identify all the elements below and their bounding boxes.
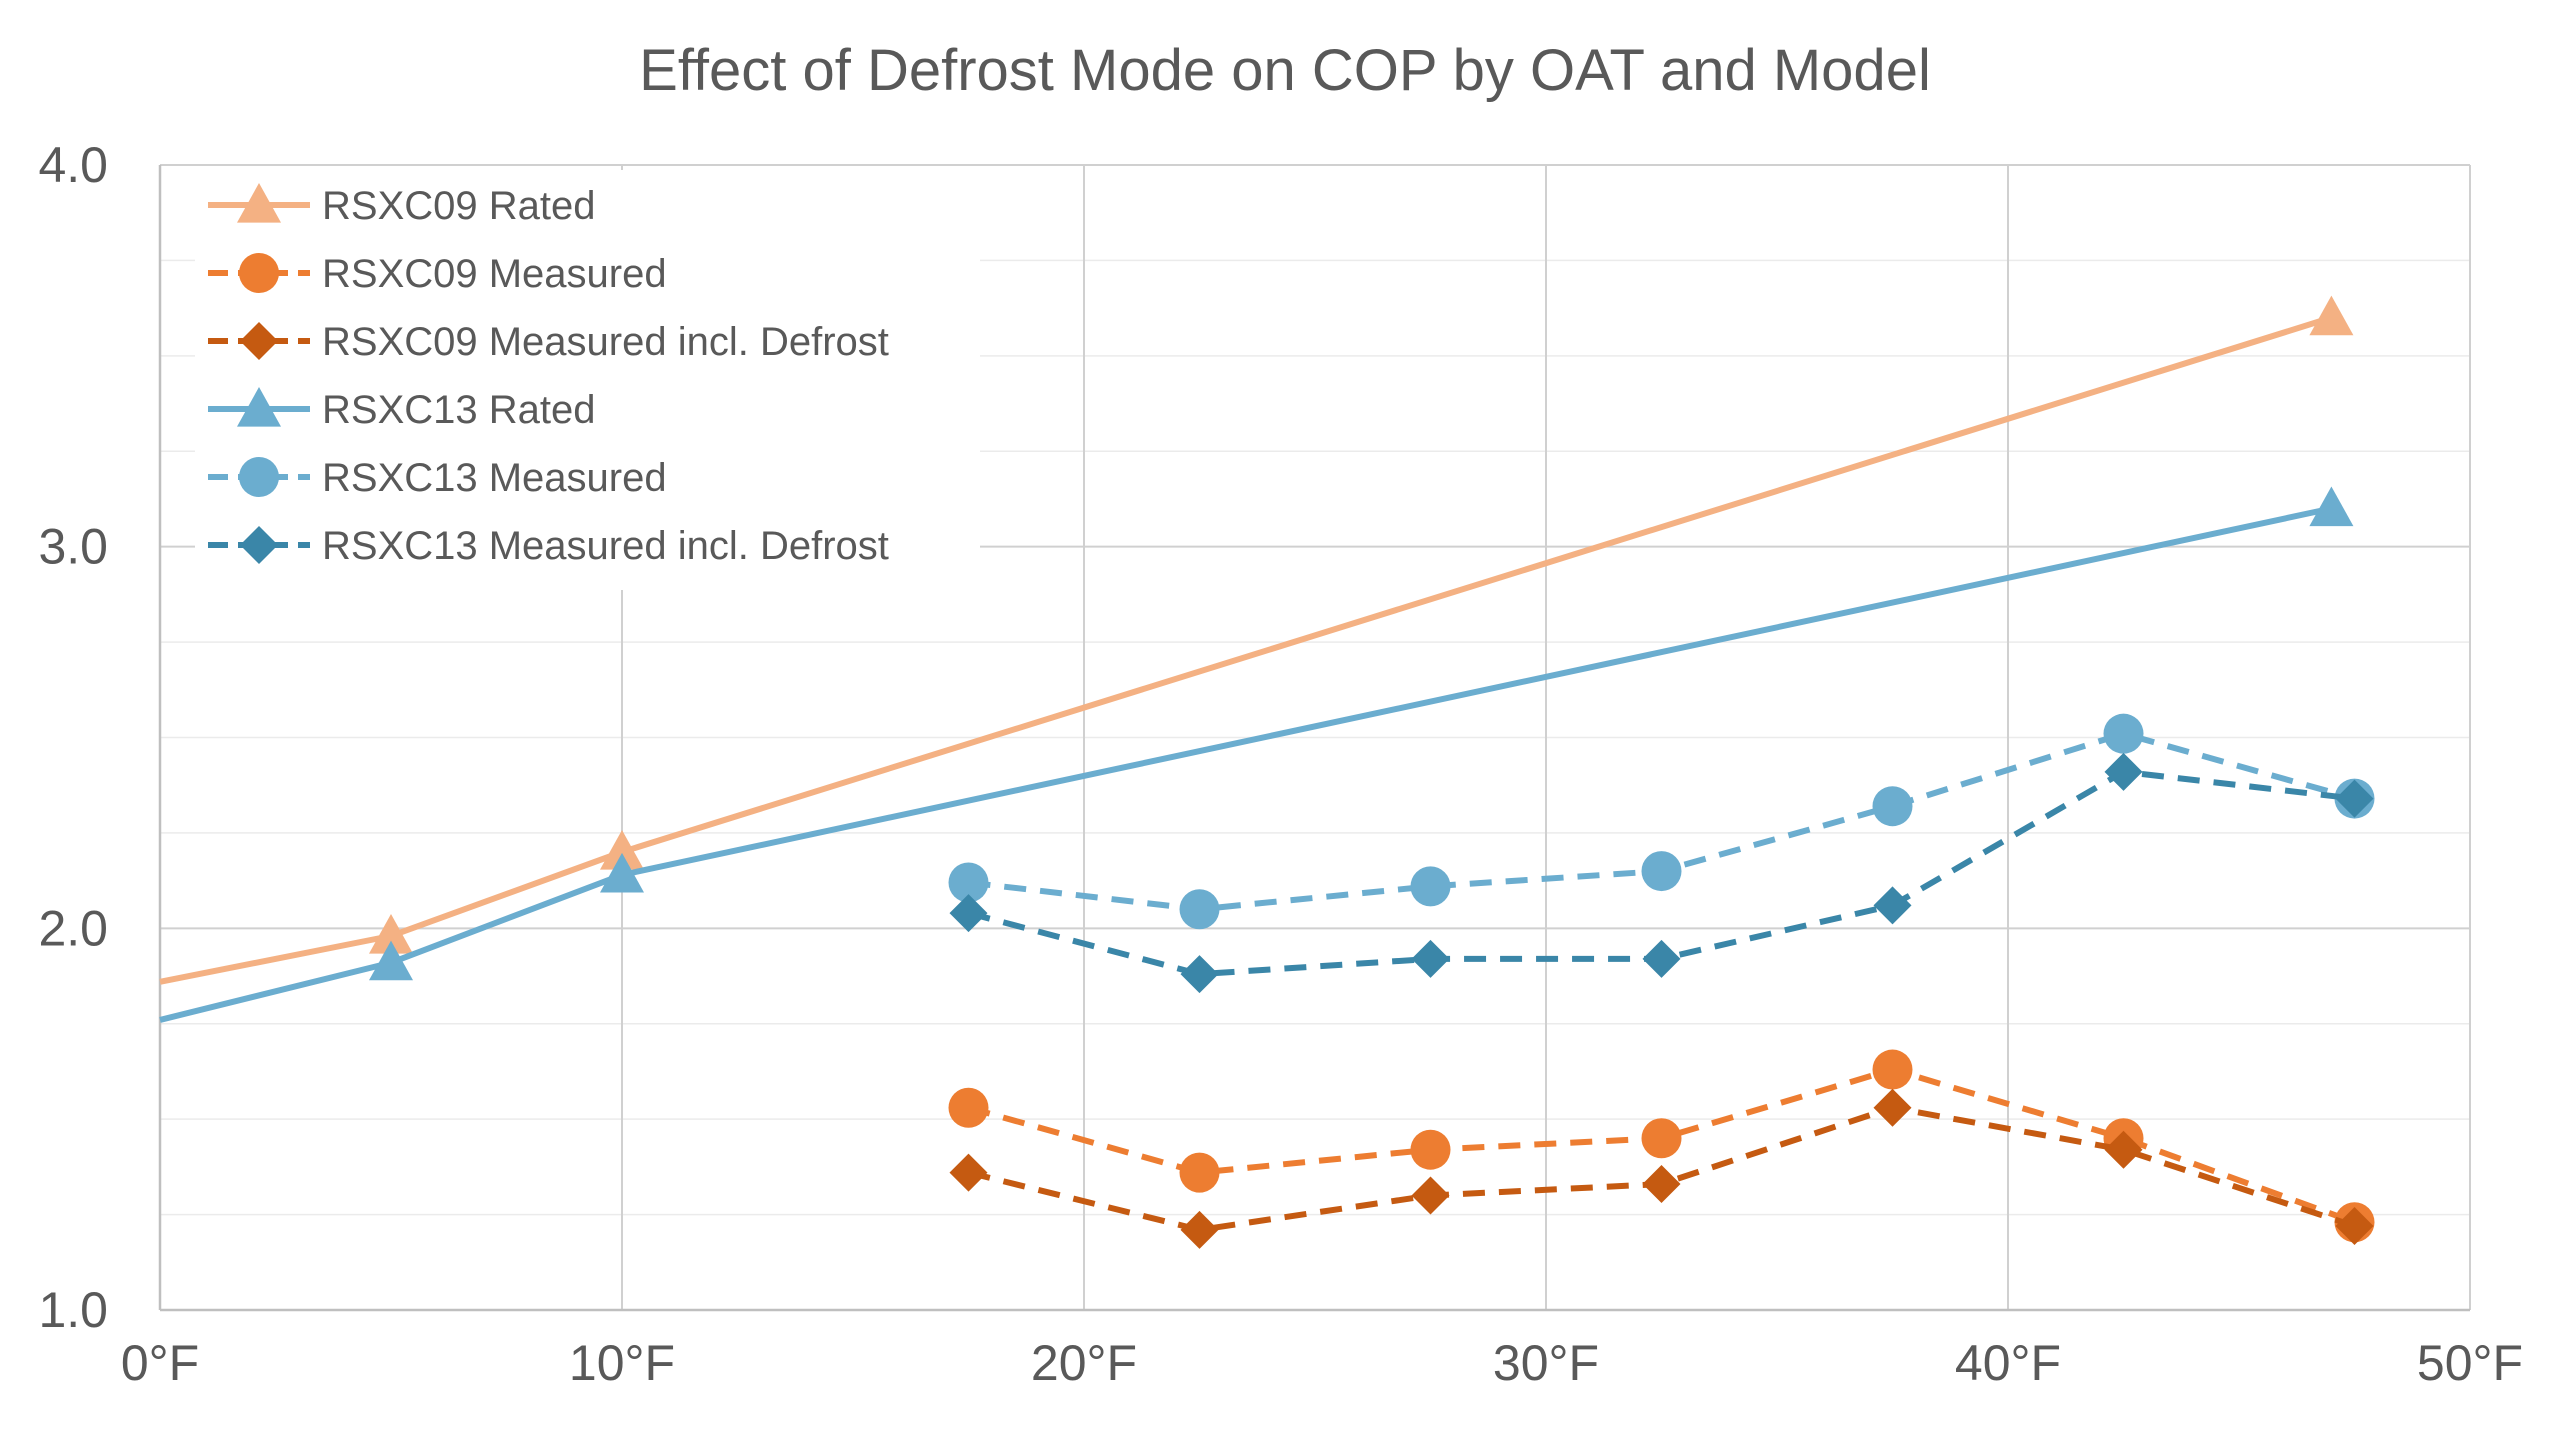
data-point-diamond	[2335, 1207, 2374, 1246]
legend: RSXC09 Rated RSXC09 Measured RSXC09 Measur…	[195, 170, 980, 590]
data-point-circle	[2103, 713, 2144, 754]
data-point-circle	[948, 1087, 989, 1128]
data-point-triangle	[369, 940, 413, 981]
legend-label: RSXC13 Measured incl. Defrost	[322, 524, 889, 568]
series-5	[948, 713, 2375, 930]
data-point-diamond	[1180, 955, 1219, 994]
y-tick-label: 4.0	[38, 137, 108, 193]
data-point-circle	[1872, 786, 1913, 827]
legend-item: RSXC13 Measured incl. Defrost	[208, 524, 889, 568]
series-6	[949, 752, 2374, 994]
data-point-diamond	[1180, 1210, 1219, 1249]
data-point-diamond	[2335, 779, 2374, 818]
data-point-diamond	[2104, 1130, 2143, 1169]
data-point-circle	[1179, 889, 1220, 930]
axes: 0°F 10°F 20°F 30°F 40°F 50°F 1.0 2.0 3.0 4.0	[38, 137, 2523, 1391]
data-point-circle	[1410, 866, 1451, 907]
legend-marker	[237, 183, 281, 223]
data-point-circle	[1872, 1049, 1913, 1090]
legend-label: RSXC09 Measured incl. Defrost	[322, 320, 889, 364]
data-point-diamond	[949, 894, 988, 933]
x-tick-label: 30°F	[1493, 1335, 1599, 1391]
data-point-circle	[1179, 1152, 1220, 1193]
data-point-circle	[948, 862, 989, 903]
legend-marker	[239, 253, 279, 293]
data-point-triangle	[2309, 486, 2354, 527]
series-layer	[159, 295, 2375, 1249]
series-3	[949, 1088, 2374, 1249]
legend-item: RSXC13 Rated	[208, 387, 595, 432]
chart-title: Effect of Defrost Mode on COP by OAT and…	[639, 38, 1931, 103]
legend-marker	[240, 322, 278, 360]
legend-marker	[240, 526, 278, 564]
series-4	[159, 486, 2354, 1023]
x-tick-label: 0°F	[121, 1335, 199, 1391]
data-point-triangle	[600, 852, 644, 893]
series-line	[159, 314, 2333, 985]
data-point-diamond	[949, 1153, 988, 1192]
data-point-triangle	[600, 830, 644, 870]
x-tick-label: 50°F	[2417, 1335, 2523, 1391]
legend-item: RSXC09 Rated	[208, 183, 595, 228]
legend-item: RSXC09 Measured	[208, 252, 667, 296]
series-1	[159, 295, 2354, 985]
data-point-circle	[1410, 1129, 1451, 1170]
legend-label: RSXC09 Measured	[322, 252, 667, 296]
x-tick-label: 10°F	[569, 1335, 675, 1391]
data-point-diamond	[2104, 752, 2143, 791]
legend-marker	[239, 457, 279, 497]
data-point-diamond	[1642, 1165, 1681, 1204]
legend-background	[195, 170, 980, 590]
data-point-triangle	[2309, 295, 2354, 336]
data-point-diamond	[1642, 939, 1681, 978]
legend-label: RSXC09 Rated	[322, 184, 595, 228]
y-tick-label: 3.0	[38, 519, 108, 575]
x-tick-label: 20°F	[1031, 1335, 1137, 1391]
legend-label: RSXC13 Rated	[322, 388, 595, 432]
data-point-diamond	[1411, 1176, 1450, 1215]
y-tick-label: 2.0	[38, 900, 108, 956]
data-point-triangle	[369, 913, 413, 954]
y-tick-label: 1.0	[38, 1282, 108, 1338]
legend-item: RSXC09 Measured incl. Defrost	[208, 320, 889, 364]
data-point-diamond	[1873, 886, 1912, 925]
data-point-circle	[1641, 1118, 1682, 1159]
legend-marker	[237, 387, 281, 427]
data-point-diamond	[1873, 1088, 1912, 1127]
data-point-circle	[1641, 851, 1682, 892]
data-point-diamond	[1411, 939, 1450, 978]
legend-item: RSXC13 Measured	[208, 456, 667, 500]
x-tick-label: 40°F	[1955, 1335, 2061, 1391]
series-line	[159, 505, 2333, 1023]
legend-label: RSXC13 Measured	[322, 456, 667, 500]
